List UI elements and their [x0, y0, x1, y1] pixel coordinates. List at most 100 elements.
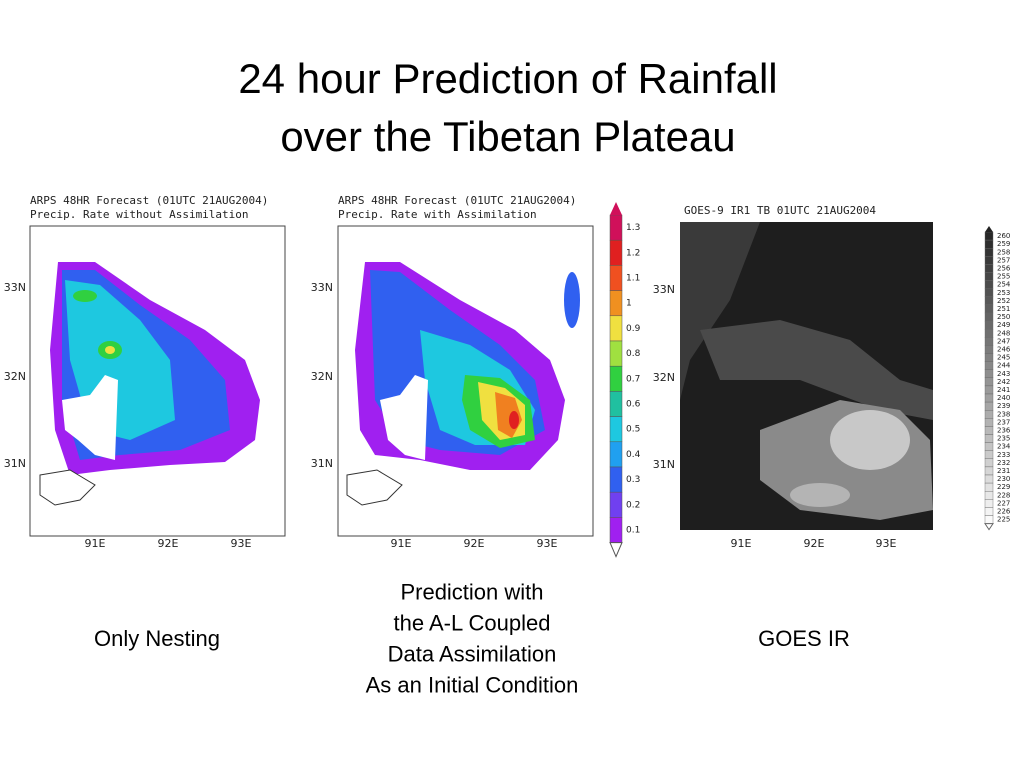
caption: Data Assimilation: [388, 641, 557, 666]
colorbar-swatch: [984, 515, 994, 524]
colorbar-label: 228: [997, 491, 1010, 499]
lat-label: 32N: [653, 371, 675, 384]
colorbar-label: 231: [997, 467, 1010, 475]
colorbar-swatch: [984, 320, 994, 330]
colorbar-swatch: [984, 434, 994, 443]
colorbar-swatch: [609, 265, 623, 291]
colorbar-label: 0.8: [626, 349, 641, 359]
caption: the A-L Coupled: [394, 610, 551, 635]
colorbar-swatch: [609, 466, 623, 493]
colorbar-label: 226: [997, 507, 1011, 515]
colorbar-swatch: [984, 499, 994, 508]
caption: GOES IR: [758, 626, 850, 651]
colorbar-label: 256: [997, 264, 1011, 272]
lon-label: 91E: [731, 537, 752, 550]
caption: Only Nesting: [94, 626, 220, 651]
colorbar-swatch: [984, 442, 994, 451]
colorbar-label: 258: [997, 248, 1010, 256]
colorbar-label: 233: [997, 451, 1010, 459]
colorbar-swatch: [984, 345, 994, 354]
colorbar-swatch: [609, 416, 623, 443]
colorbar-swatch: [984, 247, 994, 257]
colorbar-swatch: [984, 231, 994, 241]
colorbar-swatch: [984, 507, 994, 516]
colorbar-label: 239: [997, 402, 1010, 410]
colorbar-swatch: [984, 369, 994, 379]
colorbar-swatch: [609, 239, 623, 266]
panel-header: Precip. Rate with Assimilation: [338, 208, 537, 221]
colorbar-label: 1.3: [626, 223, 640, 233]
colorbar-label: 249: [997, 321, 1010, 329]
panel-header: ARPS 48HR Forecast (01UTC 21AUG2004): [30, 194, 268, 207]
caption: Prediction with: [400, 579, 543, 604]
colorbar-cap: [609, 542, 623, 558]
colorbar-label: 1: [626, 299, 632, 309]
colorbar-swatch: [984, 353, 994, 362]
colorbar-swatch: [609, 290, 623, 317]
colorbar-swatch: [984, 256, 994, 265]
panel-header: ARPS 48HR Forecast (01UTC 21AUG2004): [338, 194, 576, 207]
colorbar-swatch: [984, 264, 994, 273]
colorbar-swatch: [609, 214, 623, 241]
colorbar-label: 253: [997, 289, 1010, 297]
colorbar-label: 245: [997, 354, 1010, 362]
rain-field: [39, 262, 260, 506]
colorbar-swatch: [984, 482, 994, 492]
colorbar-label: 0.1: [626, 526, 640, 536]
colorbar-label: 234: [997, 443, 1011, 451]
panel-header: GOES-9 IR1 TB 01UTC 21AUG2004: [684, 204, 876, 217]
colorbar-swatch: [609, 365, 623, 392]
colorbar-label: 229: [997, 483, 1010, 491]
ir-image: [680, 222, 933, 530]
colorbar-label: 238: [997, 410, 1010, 418]
colorbar-swatch: [984, 361, 994, 370]
colorbar-label: 232: [997, 459, 1010, 467]
colorbar-label: 257: [997, 256, 1010, 264]
colorbar-label: 237: [997, 418, 1010, 426]
slide-title: over the Tibetan Plateau: [280, 113, 735, 160]
colorbar-swatch: [984, 329, 994, 338]
lat-label: 31N: [653, 458, 675, 471]
colorbar-label: 255: [997, 273, 1010, 281]
colorbar-swatch: [984, 280, 994, 289]
colorbar-swatch: [609, 491, 623, 518]
colorbar-label: 230: [997, 475, 1010, 483]
colorbar-swatch: [984, 288, 994, 298]
colorbar-swatch: [984, 410, 994, 419]
colorbar-swatch: [984, 393, 994, 403]
colorbar-swatch: [984, 385, 994, 395]
colorbar-label: 235: [997, 435, 1010, 443]
colorbar-swatch: [984, 312, 994, 322]
colorbar-label: 240: [997, 394, 1010, 402]
colorbar-swatch: [984, 401, 994, 411]
colorbar-label: 0.9: [626, 324, 641, 334]
colorbar-swatch: [984, 466, 994, 476]
colorbar-label: 242: [997, 378, 1010, 386]
colorbar-swatch: [984, 458, 994, 468]
lat-label: 32N: [4, 370, 26, 383]
rain-field: [346, 262, 580, 506]
lon-label: 92E: [804, 537, 825, 550]
colorbar-label: 246: [997, 345, 1011, 353]
colorbar-swatch: [984, 474, 994, 484]
colorbar-swatch: [984, 239, 994, 249]
colorbar-label: 1.1: [626, 274, 640, 284]
colorbar-label: 0.5: [626, 425, 640, 435]
colorbar-label: 0.3: [626, 475, 640, 485]
colorbar-label: 252: [997, 297, 1010, 305]
colorbar-label: 248: [997, 329, 1010, 337]
colorbar-label: 244: [997, 362, 1011, 370]
colorbar-label: 251: [997, 305, 1010, 313]
colorbar-label: 0.4: [626, 450, 641, 460]
colorbar-cap: [984, 523, 994, 531]
lat-label: 31N: [311, 457, 333, 470]
colorbar-swatch: [984, 337, 994, 346]
colorbar-label: 225: [997, 516, 1010, 524]
lat-label: 31N: [4, 457, 26, 470]
colorbar-label: 0.6: [626, 400, 641, 410]
colorbar-swatch: [984, 491, 994, 500]
colorbar-label: 250: [997, 313, 1010, 321]
slide-title: 24 hour Prediction of Rainfall: [238, 55, 777, 102]
